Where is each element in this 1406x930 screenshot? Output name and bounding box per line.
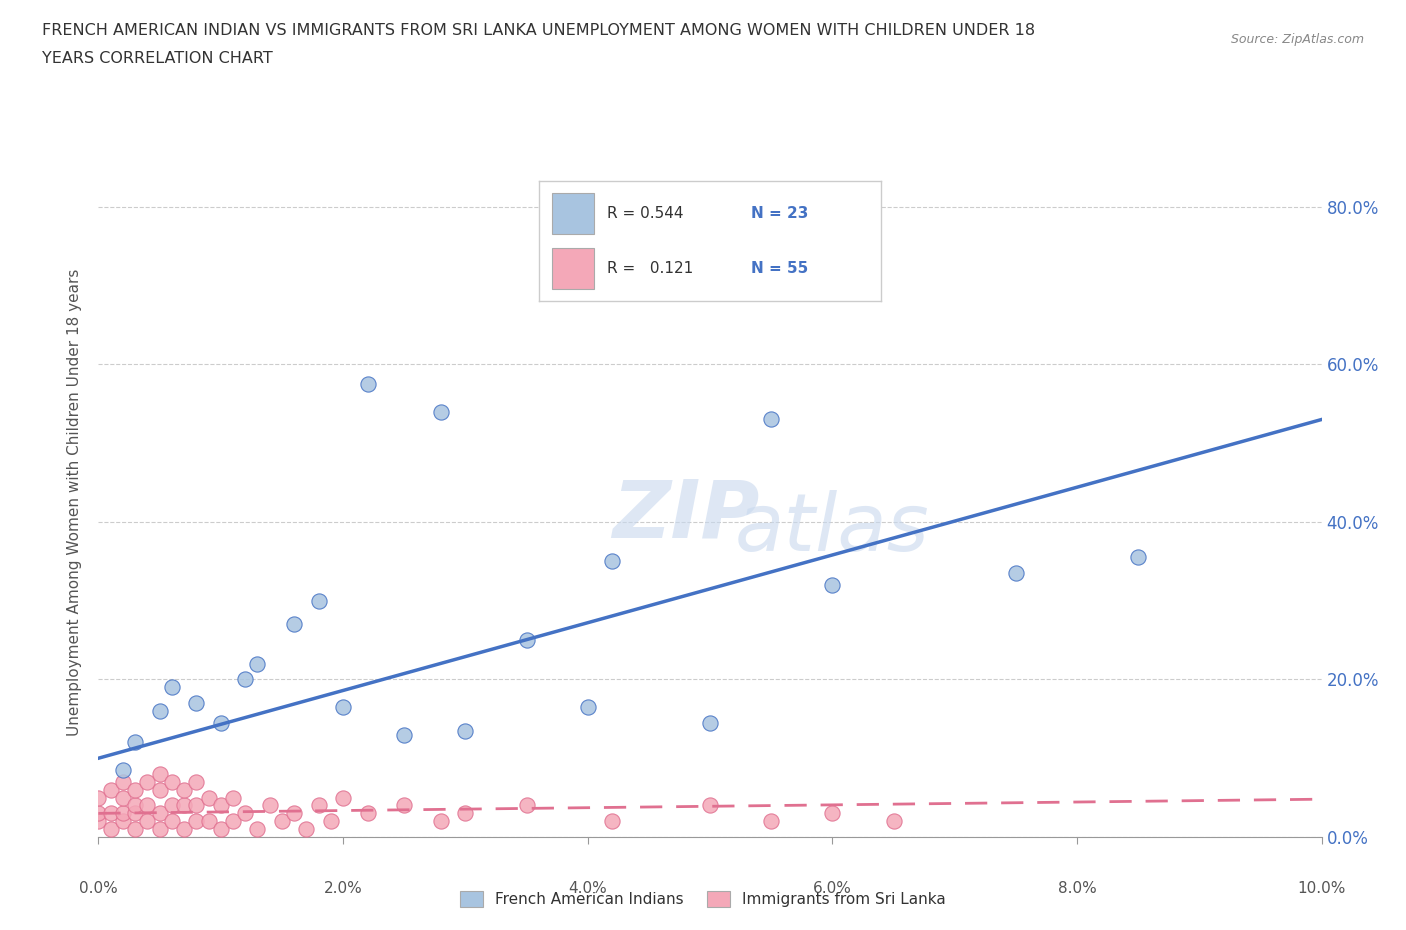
Point bbox=[233, 806, 256, 821]
Point bbox=[759, 412, 782, 427]
Point bbox=[283, 806, 305, 821]
Point bbox=[100, 782, 122, 797]
Y-axis label: Unemployment Among Women with Children Under 18 years: Unemployment Among Women with Children U… bbox=[67, 269, 83, 736]
Point bbox=[699, 715, 721, 730]
Point bbox=[821, 806, 844, 821]
Point bbox=[136, 798, 159, 813]
Point bbox=[883, 814, 905, 829]
Point bbox=[111, 763, 134, 777]
Point bbox=[699, 798, 721, 813]
Text: 0.0%: 0.0% bbox=[79, 881, 118, 896]
Point bbox=[430, 405, 453, 419]
Point bbox=[111, 790, 134, 805]
Point bbox=[430, 814, 453, 829]
Text: atlas: atlas bbox=[734, 490, 929, 568]
Point bbox=[160, 814, 183, 829]
Point bbox=[600, 554, 623, 569]
Point bbox=[186, 798, 208, 813]
Point bbox=[209, 715, 232, 730]
Point bbox=[160, 775, 183, 790]
Point bbox=[821, 578, 844, 592]
Text: FRENCH AMERICAN INDIAN VS IMMIGRANTS FROM SRI LANKA UNEMPLOYMENT AMONG WOMEN WIT: FRENCH AMERICAN INDIAN VS IMMIGRANTS FRO… bbox=[42, 23, 1035, 38]
Point bbox=[356, 377, 378, 392]
Point bbox=[100, 822, 122, 837]
Point bbox=[149, 766, 172, 781]
Point bbox=[295, 822, 318, 837]
Point bbox=[454, 724, 477, 738]
Text: YEARS CORRELATION CHART: YEARS CORRELATION CHART bbox=[42, 51, 273, 66]
Point bbox=[111, 814, 134, 829]
Point bbox=[233, 672, 256, 687]
Point bbox=[1004, 565, 1026, 580]
Point bbox=[197, 790, 219, 805]
Point bbox=[124, 806, 146, 821]
Point bbox=[186, 696, 208, 711]
Legend: French American Indians, Immigrants from Sri Lanka: French American Indians, Immigrants from… bbox=[454, 884, 952, 913]
Point bbox=[283, 617, 305, 631]
Text: 10.0%: 10.0% bbox=[1298, 881, 1346, 896]
Point bbox=[160, 680, 183, 695]
Text: 8.0%: 8.0% bbox=[1057, 881, 1097, 896]
Point bbox=[197, 814, 219, 829]
Point bbox=[332, 699, 354, 714]
Point bbox=[222, 814, 245, 829]
Point bbox=[222, 790, 245, 805]
Point bbox=[136, 775, 159, 790]
Point bbox=[173, 798, 195, 813]
Text: 2.0%: 2.0% bbox=[323, 881, 363, 896]
Point bbox=[516, 632, 538, 647]
Point bbox=[149, 782, 172, 797]
Point bbox=[209, 798, 232, 813]
Point bbox=[270, 814, 292, 829]
Point bbox=[124, 798, 146, 813]
Point bbox=[124, 782, 146, 797]
Point bbox=[100, 806, 122, 821]
Point bbox=[259, 798, 281, 813]
Point bbox=[392, 798, 416, 813]
Point bbox=[246, 657, 269, 671]
Point bbox=[149, 822, 172, 837]
Point bbox=[87, 790, 110, 805]
Point bbox=[87, 806, 110, 821]
Point bbox=[186, 775, 208, 790]
Point bbox=[319, 814, 342, 829]
Point bbox=[516, 798, 538, 813]
Point bbox=[111, 775, 134, 790]
Point bbox=[209, 822, 232, 837]
Point bbox=[600, 814, 623, 829]
Text: 6.0%: 6.0% bbox=[813, 881, 852, 896]
Point bbox=[173, 822, 195, 837]
Point bbox=[149, 806, 172, 821]
Point bbox=[111, 806, 134, 821]
Point bbox=[149, 703, 172, 718]
Point bbox=[124, 822, 146, 837]
Text: Source: ZipAtlas.com: Source: ZipAtlas.com bbox=[1230, 33, 1364, 46]
Point bbox=[308, 593, 330, 608]
Point bbox=[173, 782, 195, 797]
Point bbox=[454, 806, 477, 821]
Point bbox=[87, 814, 110, 829]
Point bbox=[246, 822, 269, 837]
Point bbox=[356, 806, 378, 821]
Point bbox=[186, 814, 208, 829]
Point bbox=[332, 790, 354, 805]
Point bbox=[759, 814, 782, 829]
Point bbox=[576, 699, 599, 714]
Point bbox=[124, 735, 146, 750]
Point bbox=[308, 798, 330, 813]
Point bbox=[1128, 550, 1150, 565]
Text: ZIP: ZIP bbox=[612, 476, 759, 554]
Point bbox=[136, 814, 159, 829]
Text: 4.0%: 4.0% bbox=[568, 881, 607, 896]
Point bbox=[160, 798, 183, 813]
Point bbox=[392, 727, 416, 742]
